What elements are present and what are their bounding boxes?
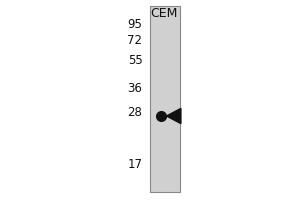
Text: 72: 72 bbox=[128, 34, 142, 47]
Text: 28: 28 bbox=[128, 106, 142, 119]
Text: 36: 36 bbox=[128, 82, 142, 95]
Bar bbox=[150, 6, 180, 192]
Polygon shape bbox=[167, 108, 181, 124]
Text: CEM: CEM bbox=[150, 7, 177, 20]
Text: 95: 95 bbox=[128, 19, 142, 31]
Text: 17: 17 bbox=[128, 158, 142, 171]
Text: 55: 55 bbox=[128, 53, 142, 66]
